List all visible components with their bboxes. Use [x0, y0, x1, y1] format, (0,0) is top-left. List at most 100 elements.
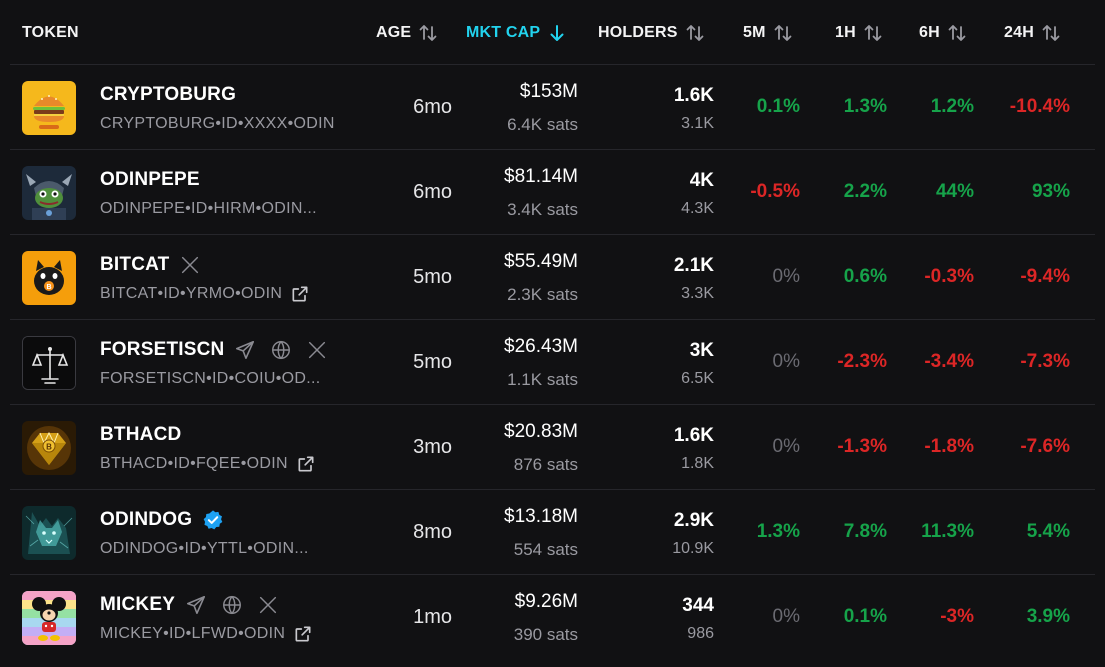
- column-header-token-label: TOKEN: [22, 24, 79, 41]
- token-holders: 4K: [689, 170, 714, 191]
- token-age: 5mo: [413, 351, 452, 373]
- token-row-bitcat[interactable]: B BITCAT BITCAT•ID•YRMO•ODIN 5mo $55.49M…: [10, 234, 1095, 319]
- sort-both-icon[interactable]: [1041, 23, 1061, 43]
- column-header-5m[interactable]: 5M: [743, 22, 793, 44]
- globe-icon[interactable]: [270, 337, 296, 363]
- change-6h: 11.3%: [921, 521, 974, 542]
- change-1h: 7.8%: [843, 521, 887, 542]
- column-header-6h[interactable]: 6H: [919, 22, 967, 44]
- token-row-forsetiscn[interactable]: FORSETISCN FORSETISCN•ID•COIU•OD... 5mo …: [10, 319, 1095, 404]
- x-icon[interactable]: [179, 252, 205, 278]
- token-age: 5mo: [413, 266, 452, 288]
- token-row-bthacd[interactable]: B BTHACD BTHACD•ID•FQEE•ODIN 3mo $20.83M…: [10, 404, 1095, 489]
- column-header-24h-label: 24H: [1004, 24, 1034, 41]
- change-1h: 1.3%: [843, 96, 887, 117]
- bthacd-logo: B: [22, 421, 76, 475]
- globe-icon[interactable]: [221, 592, 247, 618]
- token-age: 6mo: [413, 181, 452, 203]
- change-24h: -7.6%: [1020, 436, 1070, 457]
- token-ticker: FORSETISCN•ID•COIU•OD...: [100, 370, 321, 387]
- column-header-age[interactable]: AGE: [376, 22, 438, 44]
- change-1h: -2.3%: [837, 351, 887, 372]
- token-age: 3mo: [413, 436, 452, 458]
- change-1h: 0.1%: [843, 606, 887, 627]
- token-price-sats: 1.1K sats: [507, 370, 578, 389]
- mickey-logo: [22, 591, 76, 645]
- column-header-mkt-cap[interactable]: MKT CAP: [466, 22, 567, 44]
- token-name[interactable]: MICKEY: [100, 594, 176, 615]
- token-price-sats: 3.4K sats: [507, 200, 578, 219]
- token-mkt-cap: $20.83M: [504, 421, 578, 442]
- token-name[interactable]: ODINPEPE: [100, 169, 200, 190]
- change-1h: -1.3%: [837, 436, 887, 457]
- odindog-logo: [22, 506, 76, 560]
- token-holders: 1.6K: [673, 425, 714, 446]
- token-ticker: ODINPEPE•ID•HIRM•ODIN...: [100, 200, 317, 217]
- token-holders-secondary: 10.9K: [672, 540, 714, 557]
- sort-both-icon[interactable]: [418, 23, 438, 43]
- sort-both-icon[interactable]: [685, 23, 705, 43]
- column-header-24h[interactable]: 24H: [1004, 22, 1061, 44]
- token-price-sats: 2.3K sats: [507, 285, 578, 304]
- token-name[interactable]: CRYPTOBURG: [100, 84, 237, 105]
- token-name[interactable]: FORSETISCN: [100, 339, 225, 360]
- table-header: TOKEN AGE MKT CAP HOLDERS 5M 1H 6H 24H: [0, 0, 1105, 64]
- svg-text:B: B: [46, 284, 51, 291]
- change-6h: 44%: [935, 181, 974, 202]
- token-ticker: ODINDOG•ID•YTTL•ODIN...: [100, 540, 309, 557]
- change-1h: 2.2%: [843, 181, 887, 202]
- token-ticker: BTHACD•ID•FQEE•ODIN: [100, 455, 288, 472]
- column-header-1h[interactable]: 1H: [835, 22, 883, 44]
- token-age: 8mo: [413, 521, 452, 543]
- change-6h: -3.4%: [924, 351, 974, 372]
- change-6h: -1.8%: [924, 436, 974, 457]
- change-5m: 0%: [772, 351, 800, 372]
- telegram-icon[interactable]: [234, 337, 260, 363]
- change-5m: -0.5%: [750, 181, 800, 202]
- token-price-sats: 390 sats: [513, 625, 578, 644]
- external-link-icon[interactable]: [293, 624, 313, 644]
- column-header-token: TOKEN: [22, 22, 79, 44]
- token-holders: 2.1K: [673, 255, 714, 276]
- change-24h: 3.9%: [1026, 606, 1070, 627]
- token-holders-secondary: 6.5K: [681, 370, 714, 387]
- x-icon[interactable]: [257, 592, 283, 618]
- change-5m: 0%: [772, 606, 800, 627]
- token-name[interactable]: ODINDOG: [100, 509, 193, 530]
- token-mkt-cap: $13.18M: [504, 506, 578, 527]
- token-row-cryptoburg[interactable]: CRYPTOBURG CRYPTOBURG•ID•XXXX•ODIN 6mo $…: [10, 64, 1095, 149]
- external-link-icon[interactable]: [296, 454, 316, 474]
- token-row-mickey[interactable]: MICKEY MICKEY•ID•LFWD•ODIN 1mo $9.26M 39…: [10, 574, 1095, 659]
- token-age: 6mo: [413, 96, 452, 118]
- sort-descending-icon[interactable]: [547, 23, 567, 43]
- column-header-mkt-cap-label: MKT CAP: [466, 24, 541, 41]
- token-holders-secondary: 986: [687, 625, 714, 642]
- external-link-icon[interactable]: [290, 284, 310, 304]
- token-name[interactable]: BITCAT: [100, 254, 170, 275]
- token-holders-secondary: 1.8K: [681, 455, 714, 472]
- change-24h: -10.4%: [1009, 96, 1070, 117]
- token-row-odinpepe[interactable]: ODINPEPE ODINPEPE•ID•HIRM•ODIN... 6mo $8…: [10, 149, 1095, 234]
- change-5m: 0%: [772, 436, 800, 457]
- sort-both-icon[interactable]: [947, 23, 967, 43]
- sort-both-icon[interactable]: [863, 23, 883, 43]
- token-row-odindog[interactable]: ODINDOG ODINDOG•ID•YTTL•ODIN... 8mo $13.…: [10, 489, 1095, 574]
- change-24h: 5.4%: [1026, 521, 1070, 542]
- svg-text:B: B: [46, 443, 52, 452]
- column-header-age-label: AGE: [376, 24, 412, 41]
- token-mkt-cap: $81.14M: [504, 166, 578, 187]
- change-6h: -3%: [940, 606, 974, 627]
- token-mkt-cap: $9.26M: [514, 591, 578, 612]
- token-ticker: MICKEY•ID•LFWD•ODIN: [100, 625, 286, 642]
- telegram-icon[interactable]: [185, 592, 211, 618]
- x-icon[interactable]: [306, 337, 332, 363]
- change-24h: 93%: [1031, 181, 1070, 202]
- column-header-holders[interactable]: HOLDERS: [598, 22, 705, 44]
- column-header-1h-label: 1H: [835, 24, 856, 41]
- change-5m: 0%: [772, 266, 800, 287]
- token-name[interactable]: BTHACD: [100, 424, 182, 445]
- token-holders: 344: [682, 595, 714, 616]
- token-holders-secondary: 4.3K: [681, 200, 714, 217]
- token-age: 1mo: [413, 606, 452, 628]
- sort-both-icon[interactable]: [773, 23, 793, 43]
